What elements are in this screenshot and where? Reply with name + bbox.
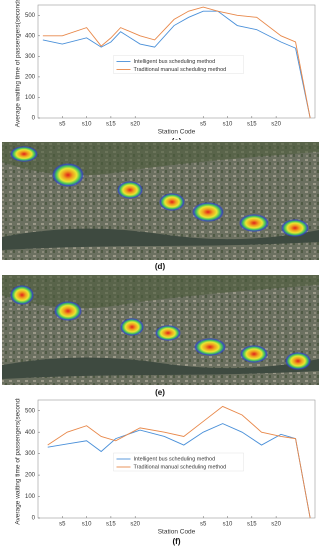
- x-tick-label: s10: [223, 122, 233, 128]
- cap: (c): [172, 137, 182, 140]
- chart: 0 100 200 300 400 500 s5 s10 s15 s20 s5 s10 s15 s20 St…: [15, 0, 316, 140]
- y-tick-label: 200: [25, 473, 36, 479]
- x-tick-label: s5: [200, 522, 207, 528]
- x-tick-label: s20: [271, 522, 281, 528]
- y-tick-label: 500: [25, 13, 36, 19]
- figure-caption: (e): [155, 388, 165, 397]
- x-tick-label: s5: [59, 522, 66, 528]
- y-tick-label: 500: [25, 408, 36, 414]
- y-tick-label: 400: [25, 430, 36, 436]
- x-tick-label: s20: [130, 522, 140, 528]
- legend-label: Traditional manual scheduling method: [134, 67, 227, 73]
- x-tick-label: s15: [247, 522, 257, 528]
- legend-box: [113, 452, 244, 472]
- legend-label: Intelligent bus scheduling method: [134, 456, 216, 462]
- heatmap-image: [2, 275, 319, 385]
- x-tick-label: s10: [82, 522, 92, 528]
- y-tick-label: 200: [25, 74, 36, 80]
- x-tick-label: s20: [271, 122, 281, 128]
- chart: 0 100 200 300 400 500 s5 s10 s15 s20 s5 s10 s15 s20 St…: [15, 398, 316, 546]
- y-tick-label: 0: [32, 516, 36, 522]
- x-tick-label: s10: [223, 522, 233, 528]
- y-tick-label: 0: [32, 116, 36, 122]
- figure-caption: (d): [155, 262, 166, 271]
- legend-box: [113, 55, 244, 74]
- x-tick-label: s5: [59, 122, 66, 128]
- y-tick-label: 300: [25, 54, 36, 60]
- y-tick-label: 300: [25, 451, 36, 457]
- x-tick-label: s10: [82, 122, 92, 128]
- cap: (f): [173, 537, 181, 546]
- x-tick-label: s20: [130, 122, 140, 128]
- x-axis-label: Station Code: [158, 529, 196, 536]
- series-line: [47, 405, 311, 519]
- x-tick-label: s15: [106, 122, 116, 128]
- x-tick-label: s15: [106, 522, 116, 528]
- x-tick-label: s15: [247, 122, 257, 128]
- y-tick-label: 100: [25, 95, 36, 101]
- x-axis-label: Station Code: [158, 129, 196, 136]
- series-line: [47, 423, 311, 519]
- legend-label: Traditional manual scheduling method: [134, 464, 227, 470]
- heatmap-figures: (d) (e): [2, 142, 319, 397]
- y-axis-label: Average waiting time of passengers(secon…: [15, 0, 22, 127]
- series-line: [42, 6, 311, 119]
- y-tick-label: 100: [25, 494, 36, 500]
- heatmap-image: [2, 142, 319, 260]
- legend-label: Intelligent bus scheduling method: [134, 59, 216, 65]
- x-tick-label: s5: [200, 122, 207, 128]
- series-line: [42, 10, 311, 119]
- y-axis-label: Average waiting time of passengers(secon…: [15, 398, 22, 525]
- y-tick-label: 400: [25, 33, 36, 39]
